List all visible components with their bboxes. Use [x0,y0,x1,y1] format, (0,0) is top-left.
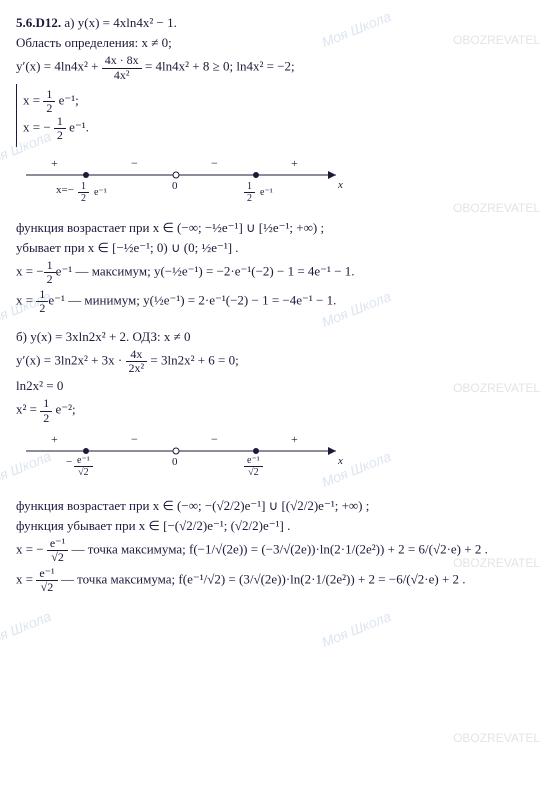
dec-b: функция убывает при x ∈ [−(√2/2)e⁻¹; (√2… [16,517,534,535]
svg-text:+: + [51,156,58,170]
deriv-b: y′(x) = 3ln2x² + 3x · 4x2x² = 3ln2x² + 6… [16,348,534,375]
svg-text:−: − [211,432,218,446]
watermark: Моя Школа [0,607,54,653]
svg-text:x: x [337,179,343,191]
svg-text:+: + [291,432,298,446]
min-a: x = 12e⁻¹ — минимум; y(½e⁻¹) = 2·e⁻¹(−2)… [16,288,534,315]
svg-text:+: + [291,156,298,170]
svg-text:−: − [211,156,218,170]
problem-number: 5.6.D12. [16,15,61,30]
svg-text:0: 0 [172,180,178,192]
x2-eq: x² = 12 e⁻²; [16,397,534,424]
dec-a: убывает при x ∈ [−½e⁻¹; 0) ∪ (0; ½e⁻¹] . [16,239,534,257]
bracket-solutions-a: x = 12 e⁻¹; x = − 12 e⁻¹. [16,84,534,147]
max2-b: x = e⁻¹√2 — точка максимума; f(e⁻¹/√2) =… [16,567,534,594]
svg-text:−: − [66,456,72,468]
watermark: Моя Школа [319,607,394,653]
watermark-oboz: OBOZREVATEL [453,200,540,217]
domain-text: Область определения: x ≠ 0; [16,34,534,52]
number-line-a: + − − + x 0 x=− 12 e⁻¹ 12 e⁻¹ [16,153,356,213]
svg-text:x=−: x=− [56,184,74,196]
part-a-fn: а) y(x) = 4xln4x² − 1. [64,15,176,30]
watermark-oboz: OBOZREVATEL [453,730,540,747]
svg-text:0: 0 [172,456,178,468]
deriv-a: y′(x) = 4ln4x² + 4x · 8x4x² = 4ln4x² + 8… [16,54,534,81]
svg-text:e⁻¹: e⁻¹ [94,187,107,198]
svg-text:e⁻¹: e⁻¹ [260,187,273,198]
inc-a: функция возрастает при x ∈ (−∞; −½e⁻¹] ∪… [16,219,534,237]
max1-b: x = − e⁻¹√2 — точка максимума; f(−1/√(2e… [16,537,534,564]
svg-text:−: − [131,156,138,170]
ln-eq: ln2x² = 0 [16,377,534,395]
part-b-fn: б) y(x) = 3xln2x² + 2. ОДЗ: x ≠ 0 [16,328,534,346]
inc-b: функция возрастает при x ∈ (−∞; −(√2/2)e… [16,497,534,515]
number-line-b: + − − + x 0 − e⁻¹√2 e⁻¹√2 [16,431,356,491]
svg-text:+: + [51,432,58,446]
svg-text:−: − [131,432,138,446]
max-a: x = −12e⁻¹ — максимум; y(−½e⁻¹) = −2·e⁻¹… [16,259,534,286]
svg-text:x: x [337,455,343,467]
